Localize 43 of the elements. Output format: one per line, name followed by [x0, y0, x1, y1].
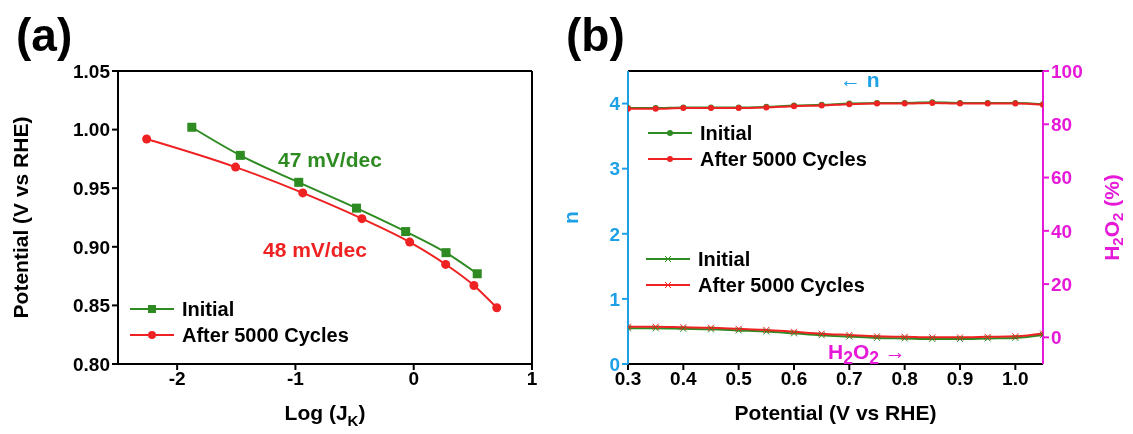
y-tick-label: 0.90: [73, 236, 110, 258]
x-axis-title: Potential (V vs RHE): [734, 401, 937, 424]
legend-label: After 5000 Cycles: [698, 273, 865, 297]
chart-title: (a): [16, 8, 73, 62]
y-axis-title: Potential (V vs RHE): [8, 116, 32, 319]
annotation: H$_{2}$O$_{2}$ →: [828, 340, 906, 369]
y-tick-label: 1: [609, 288, 621, 310]
legend-label: Initial: [182, 297, 235, 321]
legend-label: After 5000 Cycles: [182, 323, 349, 347]
x-axis-title: Log (J$_{K}$): [284, 401, 366, 429]
y-tick-label: 1.05: [73, 60, 111, 82]
x-tick-label: -1: [286, 368, 305, 390]
y2-tick-label: 40: [1051, 220, 1073, 242]
y-tick-label: 3: [609, 158, 620, 180]
y2-tick-label: 20: [1051, 273, 1073, 295]
x-tick-label: -2: [168, 368, 186, 390]
x-tick-label: 0.4: [670, 368, 697, 390]
y-axis-title: n: [558, 211, 582, 224]
annotation: 47 mV/dec: [278, 147, 382, 173]
y-tick-label: 0.85: [73, 295, 111, 317]
x-tick-label: 0.8: [891, 368, 918, 390]
legend-label: After 5000 Cycles: [700, 147, 867, 171]
annotation: ← n: [840, 67, 880, 93]
x-tick-label: 0: [408, 368, 419, 390]
y-tick-label: 1.00: [73, 119, 110, 141]
x-tick-label: 0.7: [836, 368, 863, 390]
x-tick-label: 0.5: [725, 368, 753, 390]
y2-tick-label: 0: [1051, 327, 1062, 349]
x-tick-label: 1: [526, 368, 538, 390]
y-tick-label: 4: [609, 93, 621, 115]
x-tick-label: 0.6: [780, 368, 808, 390]
y2-tick-label: 100: [1051, 60, 1083, 82]
annotation: 48 mV/dec: [263, 237, 367, 263]
legend-label: Initial: [700, 121, 753, 145]
y-tick-label: 0.95: [73, 177, 111, 199]
y2-tick-label: 80: [1051, 114, 1073, 136]
y-tick-label: 0.80: [73, 353, 110, 375]
legend-label: Initial: [698, 247, 751, 271]
y2-tick-label: 60: [1051, 167, 1073, 189]
y-tick-label: 2: [609, 223, 620, 245]
x-tick-label: 0.9: [946, 368, 974, 390]
x-tick-label: 1.0: [1002, 368, 1029, 390]
chart-title: (b): [566, 8, 625, 62]
